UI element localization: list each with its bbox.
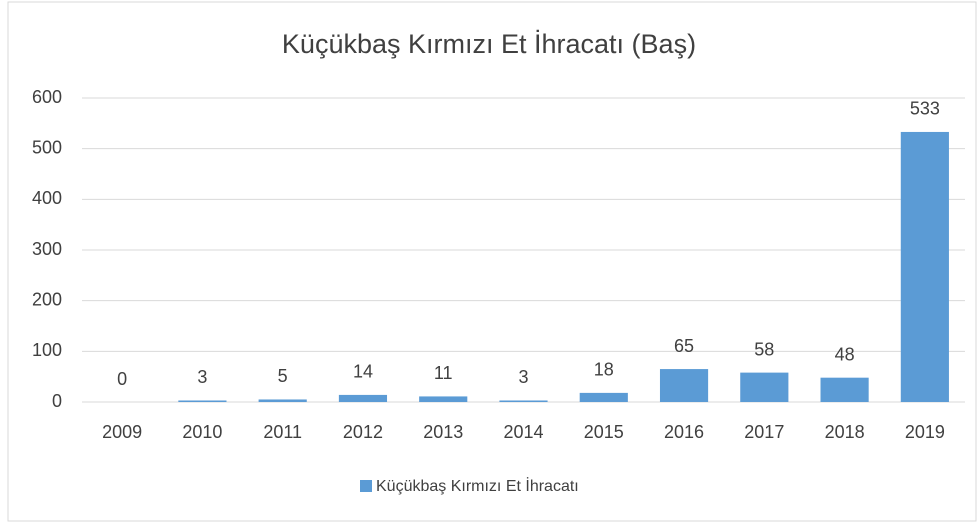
legend-label: Küçükbaş Kırmızı Et İhracatı: [376, 476, 579, 495]
x-tick-label: 2018: [825, 422, 865, 442]
data-label: 58: [754, 339, 774, 359]
data-label: 14: [353, 362, 373, 382]
data-label: 11: [434, 363, 453, 383]
data-label: 3: [197, 367, 207, 387]
data-label: 3: [518, 367, 528, 387]
y-tick-label: 300: [32, 239, 62, 259]
x-tick-label: 2017: [744, 422, 784, 442]
bar: [419, 396, 468, 402]
data-label: 533: [910, 99, 940, 119]
data-label: 0: [117, 369, 127, 389]
y-tick-label: 100: [32, 340, 62, 360]
x-tick-label: 2009: [102, 422, 142, 442]
bar: [178, 400, 227, 402]
x-tick-label: 2012: [343, 422, 383, 442]
x-tick-label: 2010: [182, 422, 222, 442]
y-tick-label: 500: [32, 137, 62, 157]
bar: [900, 131, 949, 403]
bar: [659, 369, 709, 402]
x-tick-label: 2019: [905, 422, 945, 442]
bar: [579, 392, 628, 402]
data-label: 5: [278, 366, 288, 386]
x-tick-label: 2016: [664, 422, 704, 442]
bar: [820, 377, 869, 402]
chart-title: Küçükbaş Kırmızı Et İhracatı (Baş): [282, 28, 696, 59]
y-tick-label: 200: [32, 289, 62, 309]
data-label: 18: [594, 360, 614, 380]
bar: [499, 400, 548, 402]
data-label: 48: [835, 344, 855, 364]
bar: [258, 399, 307, 402]
bar: [740, 372, 789, 402]
chart-border: [7, 1, 977, 522]
bar: [338, 394, 388, 402]
data-label: 65: [674, 336, 694, 356]
y-tick-label: 0: [52, 391, 62, 411]
x-tick-label: 2013: [423, 422, 463, 442]
x-tick-label: 2014: [503, 422, 543, 442]
y-tick-label: 400: [32, 188, 62, 208]
legend-swatch: [360, 480, 372, 492]
y-tick-label: 600: [32, 87, 62, 107]
x-tick-label: 2015: [584, 422, 624, 442]
x-tick-label: 2011: [263, 422, 302, 442]
